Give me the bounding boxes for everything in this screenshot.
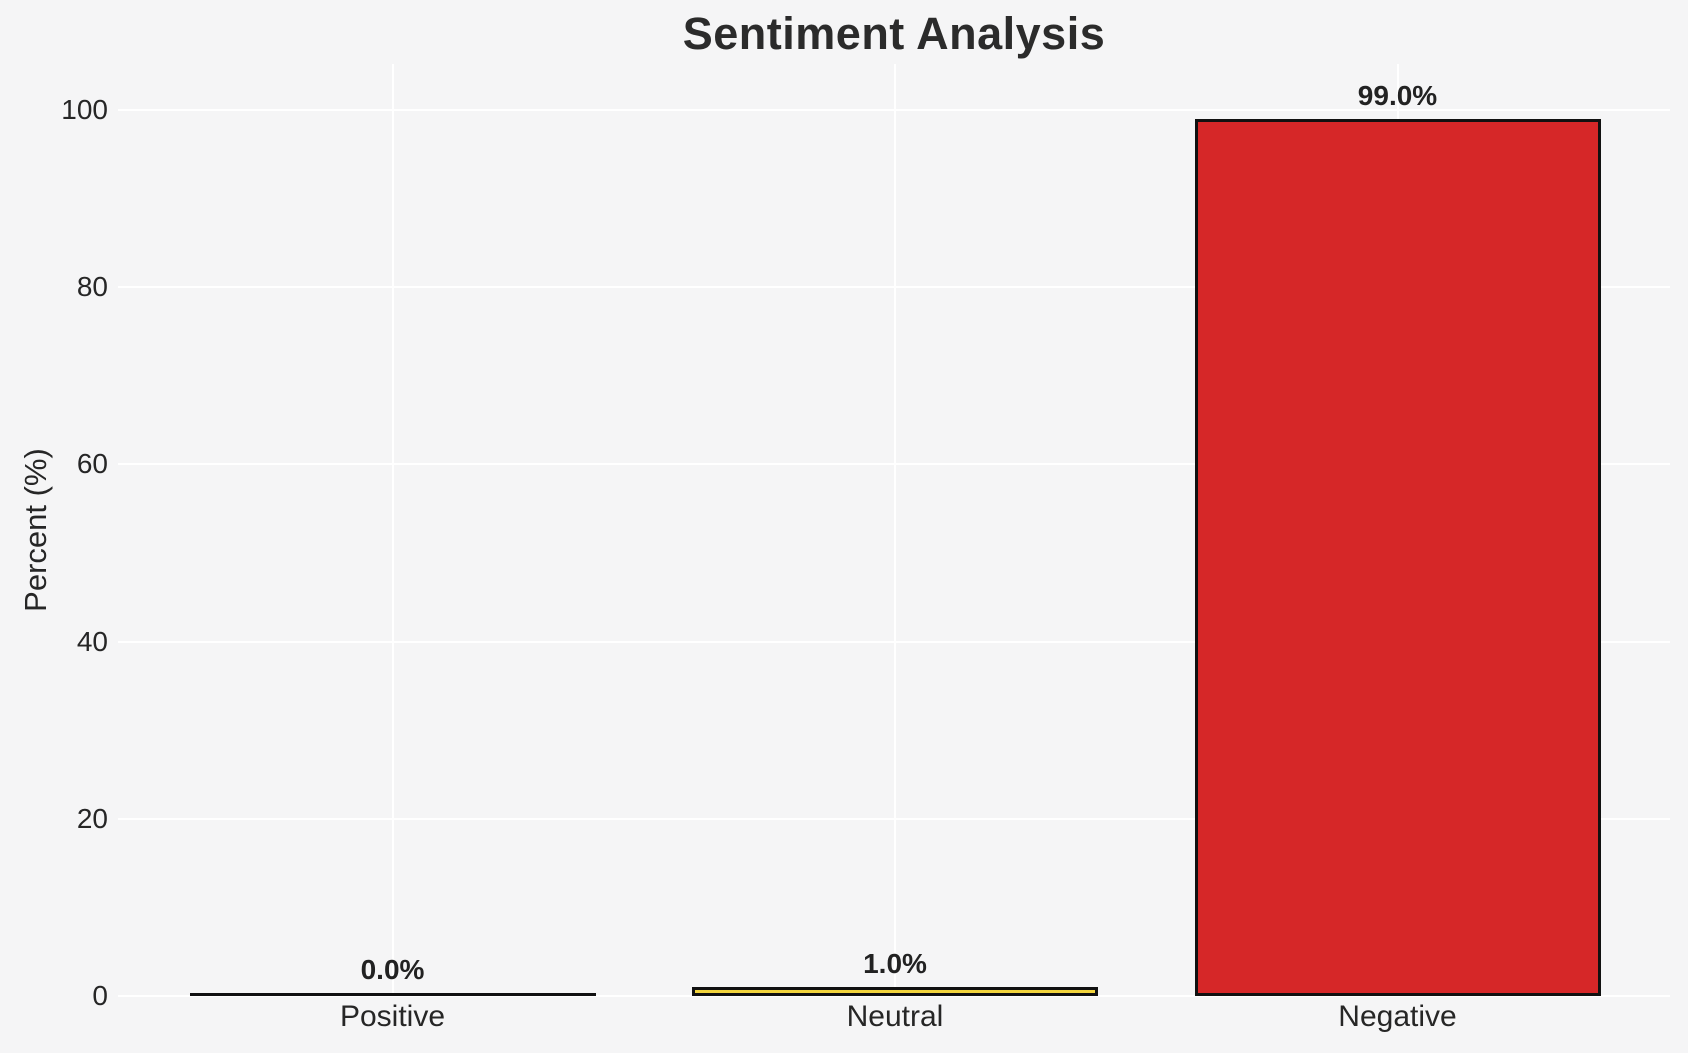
x-gridline	[894, 64, 896, 996]
chart-title: Sentiment Analysis	[682, 8, 1106, 59]
y-tick-label: 60	[76, 448, 108, 480]
y-tick-label: 20	[76, 802, 108, 834]
y-tick-label: 80	[76, 271, 108, 303]
bar-negative	[1194, 118, 1601, 996]
x-tick-label: Negative	[1338, 1000, 1457, 1033]
y-tick-label: 100	[61, 94, 108, 125]
y-tick-label: 0	[92, 980, 108, 1011]
bar-value-label: 0.0%	[360, 954, 425, 985]
y-tick-label: 40	[76, 625, 108, 657]
x-gridline	[391, 64, 394, 996]
x-tick-label: Neutral	[846, 1000, 944, 1033]
x-tick-label: Positive	[339, 1000, 446, 1033]
bar-value-label: 1.0%	[863, 948, 927, 980]
bar-positive	[189, 993, 596, 996]
bar-value-label: 99.0%	[1357, 79, 1438, 111]
bar-neutral	[692, 987, 1098, 996]
y-gridline	[118, 995, 1670, 997]
